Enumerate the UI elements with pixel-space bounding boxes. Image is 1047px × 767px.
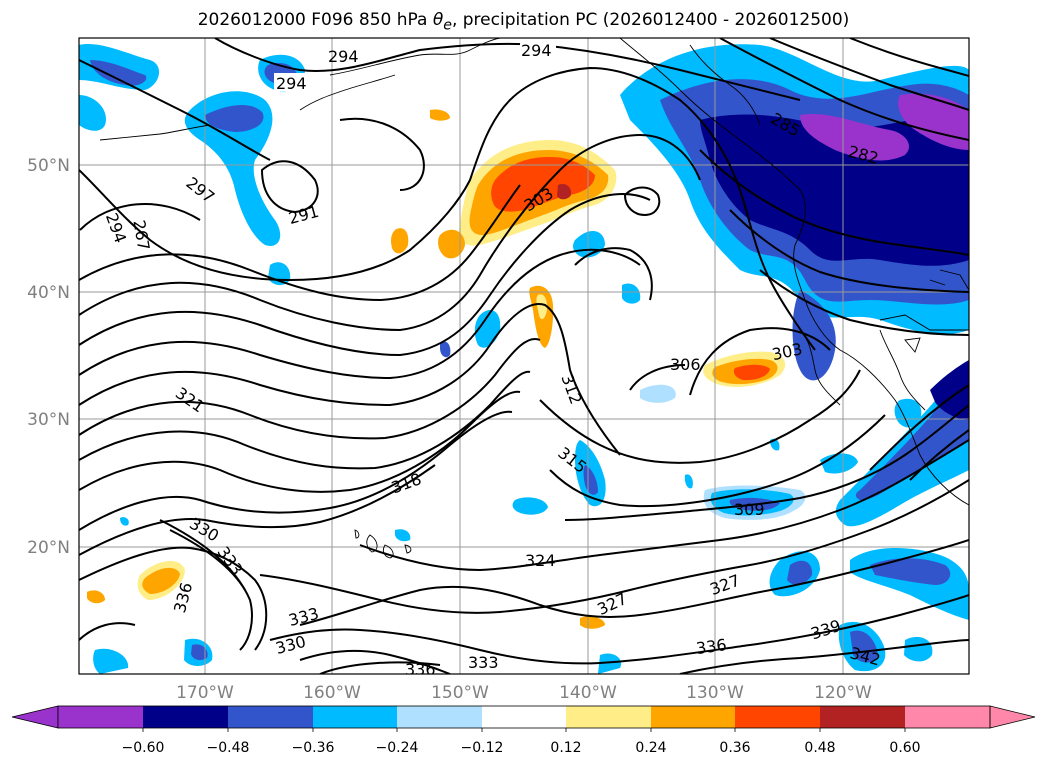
latitude-labels: 50°N 40°N 30°N 20°N [27, 156, 70, 558]
colorbar-segment [58, 706, 143, 728]
colorbar-segment [651, 706, 735, 728]
lon-label: 130°W [686, 683, 744, 703]
colorbar-extend-left [11, 705, 59, 729]
lon-label: 170°W [176, 683, 234, 703]
colorbar-ticks [142, 728, 906, 732]
lon-label: 140°W [559, 683, 617, 703]
colorbar-tick-label: −0.60 [122, 740, 165, 756]
contour-label: 294 [328, 47, 359, 66]
lon-label: 160°W [303, 683, 361, 703]
lon-label: 150°W [431, 683, 489, 703]
map-frame [78, 37, 970, 675]
colorbar-tick-label: −0.48 [207, 740, 250, 756]
colorbar-tick-label: −0.36 [292, 740, 335, 756]
colorbar: −0.60 −0.48 −0.36 −0.24 −0.12 0.12 0.24 … [11, 705, 1036, 756]
contour-label: 309 [734, 500, 765, 519]
colorbar-segment [482, 706, 566, 728]
colorbar-segment [313, 706, 397, 728]
colorbar-segment [566, 706, 651, 728]
lat-label: 30°N [27, 410, 70, 430]
colorbar-segment [820, 706, 905, 728]
contour-label: 306 [670, 355, 701, 374]
colorbar-tick-label: 0.60 [889, 740, 920, 756]
lat-label: 40°N [27, 283, 70, 303]
contour-label: 336 [695, 635, 728, 658]
contour-label: 294 [521, 41, 552, 60]
contour-label: 333 [468, 653, 499, 672]
colorbar-segment [143, 706, 228, 728]
contour-label: 336 [405, 660, 436, 679]
lon-label: 120°W [814, 683, 872, 703]
colorbar-tick-label: 0.36 [719, 740, 750, 756]
gridlines [79, 38, 969, 674]
map-title: 2026012000 F096 850 hPa θe, precipitatio… [197, 10, 850, 34]
colorbar-segment [735, 706, 820, 728]
lat-label: 50°N [27, 156, 70, 176]
colorbar-segment [228, 706, 313, 728]
colorbar-tick-label: −0.24 [376, 740, 419, 756]
lat-label: 20°N [27, 538, 70, 558]
theta-e-contours [79, 38, 969, 674]
colorbar-tick-label: 0.24 [635, 740, 666, 756]
colorbar-segment [397, 706, 482, 728]
colorbar-tick-label: 0.48 [804, 740, 835, 756]
colorbar-tick-label: 0.12 [550, 740, 581, 756]
contour-label: 324 [525, 551, 556, 570]
contour-label: 294 [276, 74, 307, 93]
colorbar-frame [57, 705, 991, 729]
colorbar-extend-right [989, 705, 1036, 729]
colorbar-segment [905, 706, 990, 728]
longitude-labels: 170°W 160°W 150°W 140°W 130°W 120°W [176, 683, 872, 703]
colorbar-tick-label: −0.12 [461, 740, 504, 756]
